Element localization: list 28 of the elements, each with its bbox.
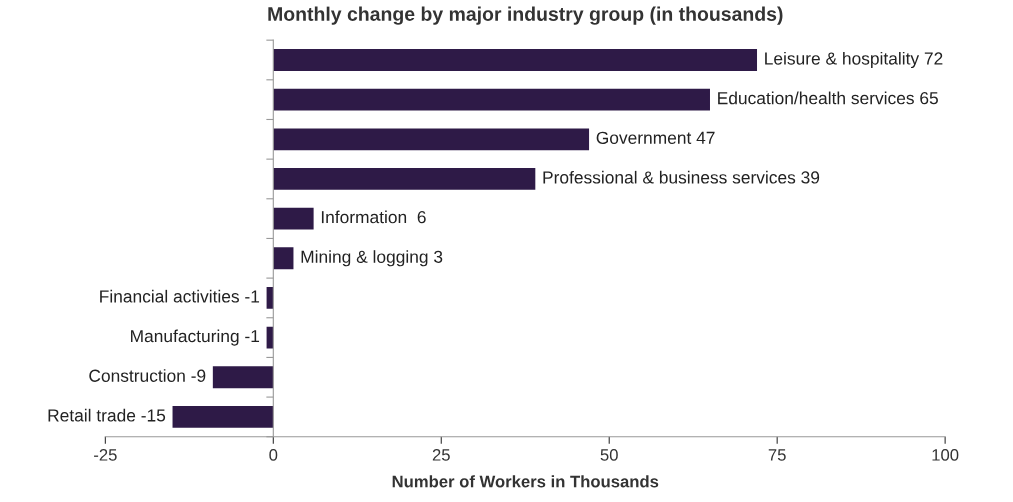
bar: [273, 247, 294, 270]
x-tick-label: -25: [94, 448, 117, 461]
y-tick-label: Professional & business services 39: [543, 170, 820, 184]
y-tick-label: Manufacturing -1: [131, 329, 260, 346]
bar: [273, 128, 590, 151]
y-tick-label: Government 47: [596, 131, 715, 144]
bar: [273, 207, 314, 230]
y-tick-label: Construction -9: [89, 369, 206, 382]
bar: [266, 287, 274, 309]
y-tick-label: Education/health services 65: [718, 91, 938, 105]
chart-title: Monthly change by major industry group (in thousands): [268, 6, 783, 25]
bar: [273, 168, 536, 190]
bar: [273, 88, 710, 111]
x-tick-label: 100: [932, 448, 959, 461]
bar: [212, 366, 274, 389]
bar: [172, 406, 274, 428]
x-tick-label: 25: [432, 448, 450, 461]
y-tick-label: Information 6: [321, 210, 426, 224]
bar: [273, 49, 758, 71]
y-tick-label: Financial activities -1: [100, 289, 260, 303]
y-tick-label: Retail trade -15: [48, 408, 166, 422]
x-tick-label: 0: [269, 448, 278, 461]
y-tick-label: Leisure & hospitality 72: [765, 51, 943, 69]
x-tick-label: 75: [768, 449, 786, 461]
y-tick-label: Mining & logging 3: [301, 250, 443, 267]
x-tick-label: 50: [600, 448, 618, 461]
bar: [266, 326, 274, 349]
x-axis-title: Number of Workers in Thousands: [392, 475, 659, 488]
